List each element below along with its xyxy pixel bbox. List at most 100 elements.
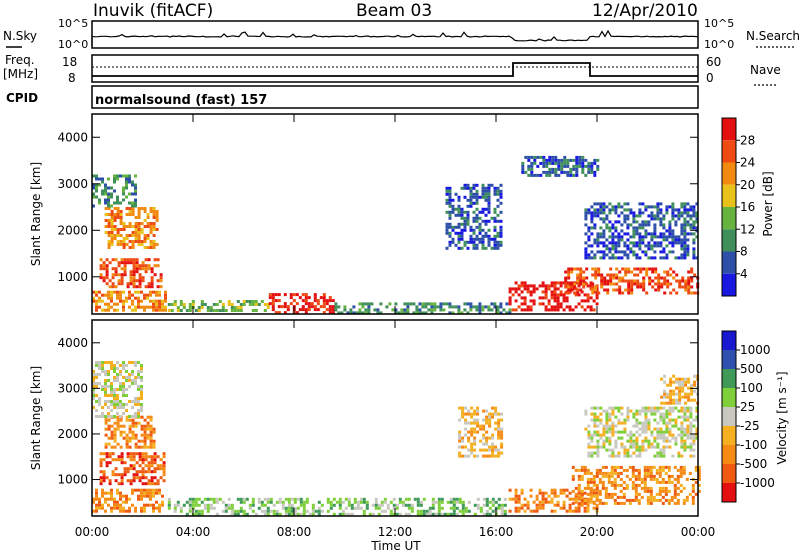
data-cell bbox=[110, 382, 113, 385]
data-cell bbox=[675, 386, 679, 390]
data-cell bbox=[596, 418, 600, 422]
data-cell bbox=[460, 210, 464, 214]
data-cell bbox=[658, 465, 662, 469]
data-cell bbox=[581, 155, 585, 159]
data-cell bbox=[128, 213, 132, 216]
data-patch bbox=[104, 207, 159, 249]
data-cell bbox=[620, 421, 624, 425]
data-cell bbox=[119, 243, 123, 246]
data-cell bbox=[107, 436, 111, 440]
data-cell bbox=[125, 439, 129, 443]
data-cell bbox=[672, 276, 676, 280]
data-cell bbox=[131, 415, 134, 418]
data-cell bbox=[500, 427, 504, 431]
data-cell bbox=[92, 186, 95, 190]
data-cell bbox=[445, 186, 449, 190]
data-cell bbox=[146, 436, 150, 440]
data-cell bbox=[455, 497, 459, 501]
data-cell bbox=[524, 155, 528, 159]
data-cell bbox=[620, 211, 624, 215]
data-cell bbox=[156, 279, 160, 283]
data-cell bbox=[521, 161, 525, 165]
data-cell bbox=[563, 164, 567, 168]
data-cell bbox=[158, 299, 161, 303]
data-cell bbox=[469, 192, 473, 196]
data-cell bbox=[101, 370, 104, 373]
data-cell bbox=[568, 491, 572, 495]
data-cell bbox=[487, 228, 491, 232]
data-cell bbox=[677, 217, 681, 221]
data-cell bbox=[692, 256, 696, 260]
data-cell bbox=[448, 204, 452, 208]
data-cell bbox=[554, 155, 558, 159]
data-cell bbox=[299, 497, 303, 501]
data-cell bbox=[497, 427, 501, 431]
data-cell bbox=[683, 244, 687, 248]
data-cell bbox=[101, 506, 104, 510]
data-cell bbox=[596, 244, 600, 248]
data-cell bbox=[99, 267, 103, 271]
data-cell bbox=[651, 285, 655, 289]
data-cell bbox=[605, 214, 609, 218]
data-cell bbox=[639, 270, 643, 274]
data-cell bbox=[98, 177, 101, 181]
data-cell bbox=[128, 385, 131, 388]
data-cell bbox=[623, 202, 627, 206]
data-cell bbox=[463, 240, 467, 244]
data-cell bbox=[548, 170, 552, 174]
data-cell bbox=[467, 454, 471, 458]
data-cell bbox=[131, 180, 134, 184]
data-cell bbox=[658, 468, 662, 472]
data-cell bbox=[662, 412, 666, 416]
data-cell bbox=[98, 415, 101, 418]
data-cell bbox=[111, 473, 115, 477]
data-cell bbox=[671, 433, 675, 437]
data-cell bbox=[108, 482, 112, 486]
data-cell bbox=[113, 213, 117, 216]
data-cell bbox=[695, 409, 699, 413]
data-cell bbox=[478, 305, 482, 309]
data-cell bbox=[278, 497, 282, 501]
data-cell bbox=[491, 497, 495, 501]
data-cell bbox=[236, 497, 240, 501]
data-cell bbox=[683, 232, 687, 236]
data-cell bbox=[665, 439, 669, 443]
data-cell bbox=[608, 439, 612, 443]
data-cell bbox=[596, 241, 600, 245]
data-cell bbox=[340, 311, 344, 315]
data-cell bbox=[104, 491, 107, 495]
data-cell bbox=[206, 497, 210, 501]
data-cell bbox=[469, 198, 473, 202]
data-cell bbox=[203, 503, 207, 507]
data-cell bbox=[637, 498, 641, 502]
data-cell bbox=[601, 474, 605, 478]
data-cell bbox=[107, 219, 111, 222]
data-cell bbox=[448, 234, 452, 238]
data-cell bbox=[649, 495, 653, 499]
data-cell bbox=[137, 388, 140, 391]
data-cell bbox=[152, 246, 156, 249]
data-cell bbox=[302, 512, 306, 516]
data-cell bbox=[665, 211, 669, 215]
data-cell bbox=[295, 302, 299, 306]
data-cell bbox=[129, 273, 133, 277]
time-tick-label: 20:00 bbox=[580, 525, 615, 539]
data-cell bbox=[683, 208, 687, 212]
data-cell bbox=[649, 501, 653, 505]
data-cell bbox=[140, 222, 144, 225]
data-cell bbox=[691, 489, 695, 493]
data-cell bbox=[200, 509, 204, 513]
data-cell bbox=[110, 290, 113, 294]
data-cell bbox=[612, 282, 616, 286]
data-cell bbox=[341, 509, 345, 513]
data-cell bbox=[689, 232, 693, 236]
data-cell bbox=[482, 433, 486, 437]
data-cell bbox=[605, 424, 609, 428]
data-cell bbox=[203, 497, 207, 501]
data-cell bbox=[152, 430, 156, 434]
data-cell bbox=[101, 503, 104, 507]
data-cell bbox=[95, 177, 98, 181]
data-cell bbox=[260, 300, 264, 303]
data-cell bbox=[695, 211, 699, 215]
data-cell bbox=[541, 500, 545, 504]
